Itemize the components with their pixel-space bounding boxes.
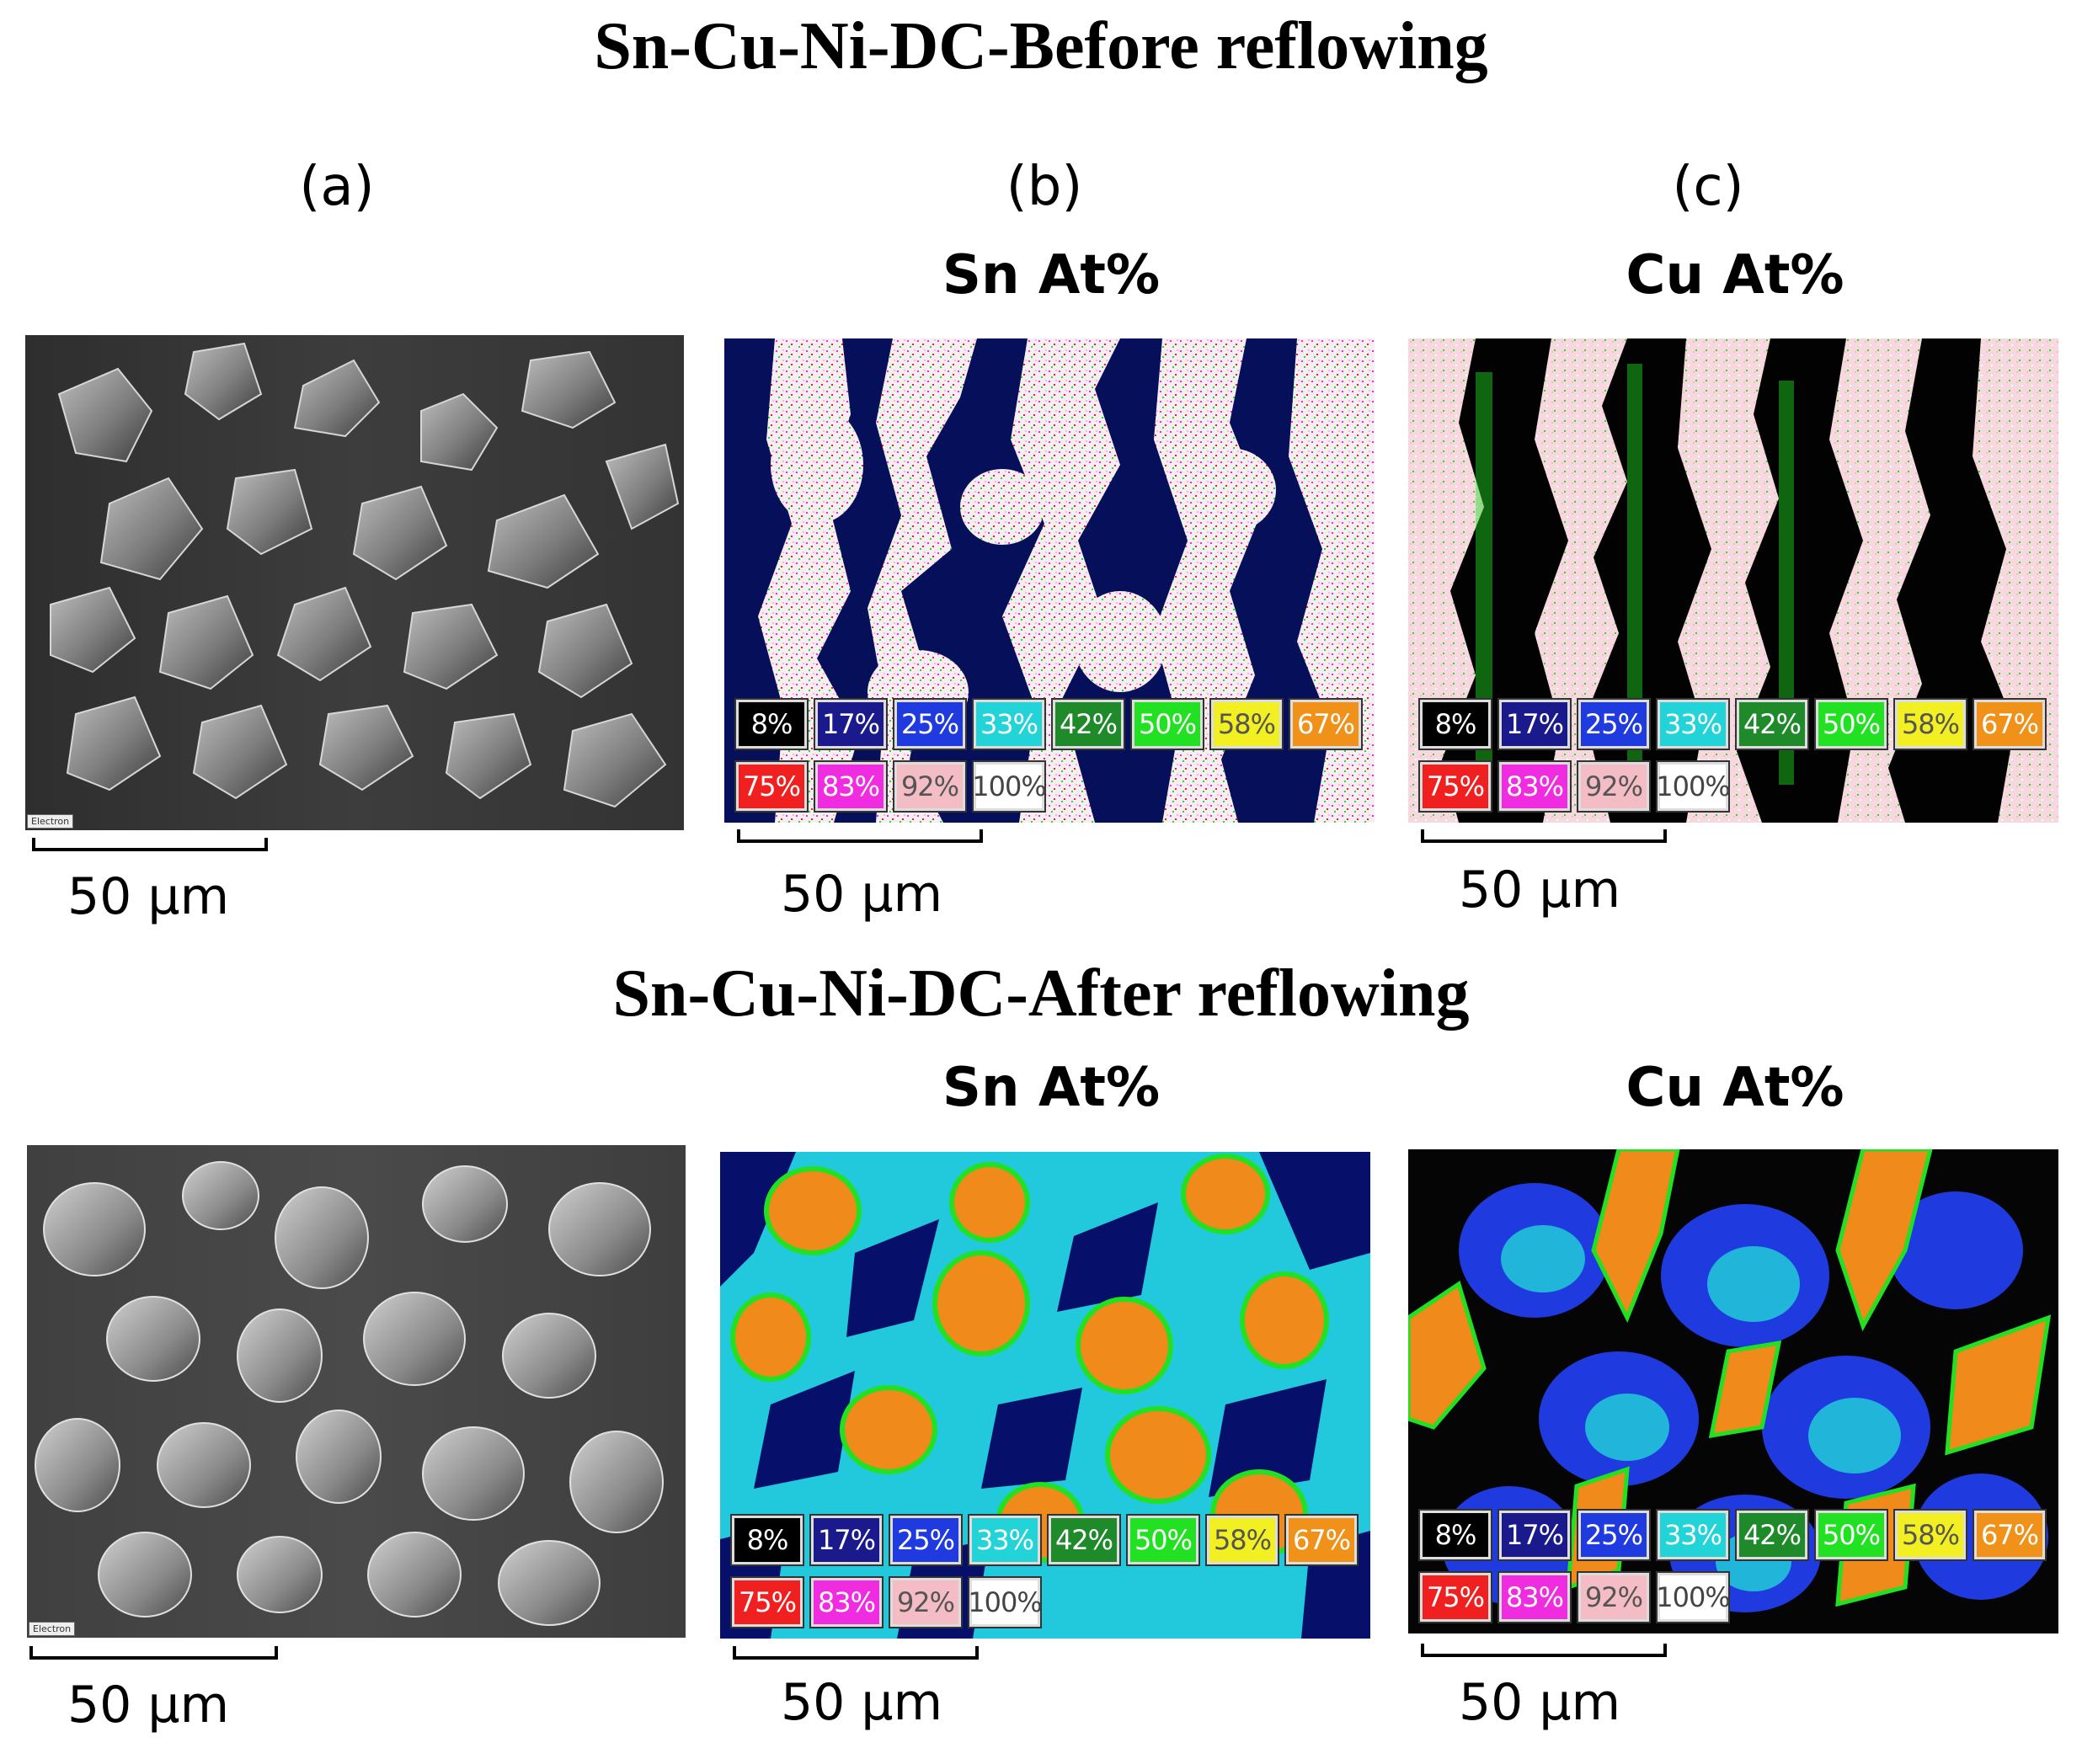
legend-swatch-42pct: 42% [1737,1511,1807,1559]
sem-image-before: Electron [25,335,684,830]
legend-swatch-17pct: 17% [811,1516,882,1564]
legend-swatch-100pct: 100% [1656,762,1731,811]
sem-image-after: Electron [27,1145,686,1638]
cu-map-before: 8% 17% 25% 33% 42% 50% 58% 67% 75% 83% 92% 100% [1408,338,2058,823]
legend-swatch-8pct: 8% [732,1516,803,1564]
legend-swatch-25pct: 25% [890,1516,961,1564]
sem-tag-before: Electron [27,814,74,829]
legend-swatch-67pct: 67% [1286,1516,1357,1564]
cu-legend-after: 8% 17% 25% 33% 42% 50% 58% 67% 75% 83% 92% 100% [1420,1511,2045,1622]
legend-swatch-67pct: 67% [1974,1511,2045,1559]
cu-map-after: 8% 17% 25% 33% 42% 50% 58% 67% 75% 83% 92% 100% [1408,1149,2058,1633]
legend-swatch-58pct: 58% [1211,700,1282,749]
legend-swatch-42pct: 42% [1053,700,1124,749]
legend-swatch-75pct: 75% [1420,762,1491,811]
legend-swatch-50pct: 50% [1128,1516,1198,1564]
legend-swatch-100pct: 100% [972,762,1047,811]
legend-swatch-75pct: 75% [1420,1573,1491,1622]
cu-map-title-before: Cu At% [1626,244,1844,306]
legend-swatch-8pct: 8% [736,700,807,749]
legend-swatch-25pct: 25% [1578,700,1649,749]
legend-swatch-8pct: 8% [1420,700,1491,749]
legend-swatch-92pct: 92% [1578,762,1649,811]
sn-map-title-after: Sn At% [942,1057,1161,1119]
legend-swatch-50pct: 50% [1816,1511,1887,1559]
legend-swatch-92pct: 92% [894,762,965,811]
legend-swatch-75pct: 75% [736,762,807,811]
legend-swatch-50pct: 50% [1816,700,1887,749]
legend-swatch-58pct: 58% [1895,700,1966,749]
sem-particles-before [25,335,684,830]
legend-swatch-83pct: 83% [815,762,886,811]
legend-swatch-67pct: 67% [1974,700,2045,749]
sn-map-before: 8% 17% 25% 33% 42% 50% 58% 67% 75% 83% 92% 100% [724,338,1375,823]
legend-swatch-25pct: 25% [1578,1511,1649,1559]
legend-swatch-83pct: 83% [811,1578,882,1627]
legend-swatch-75pct: 75% [732,1578,803,1627]
sem-tag-after: Electron [29,1622,76,1636]
legend-swatch-100pct: 100% [968,1578,1043,1627]
panel-label-a: (a) [299,156,375,218]
legend-swatch-8pct: 8% [1420,1511,1491,1559]
legend-swatch-58pct: 58% [1895,1511,1966,1559]
legend-swatch-33pct: 33% [969,1516,1040,1564]
legend-swatch-17pct: 17% [815,700,886,749]
legend-swatch-50pct: 50% [1132,700,1203,749]
legend-swatch-58pct: 58% [1207,1516,1278,1564]
legend-swatch-83pct: 83% [1499,1573,1570,1622]
legend-swatch-92pct: 92% [890,1578,961,1627]
legend-swatch-42pct: 42% [1737,700,1807,749]
title-before-reflowing: Sn-Cu-Ni-DC-Before reflowing [594,9,1488,83]
legend-swatch-33pct: 33% [1658,700,1728,749]
cu-legend-before: 8% 17% 25% 33% 42% 50% 58% 67% 75% 83% 92% 100% [1420,700,2045,811]
panel-label-c: (c) [1672,156,1744,218]
title-after-reflowing: Sn-Cu-Ni-DC-After reflowing [612,957,1470,1031]
sn-legend-after: 8% 17% 25% 33% 42% 50% 58% 67% 75% 83% 92% 100% [732,1516,1357,1627]
legend-swatch-25pct: 25% [894,700,965,749]
legend-swatch-67pct: 67% [1290,700,1361,749]
legend-swatch-33pct: 33% [974,700,1044,749]
sn-map-after: 8% 17% 25% 33% 42% 50% 58% 67% 75% 83% 92% 100% [720,1152,1370,1639]
legend-swatch-42pct: 42% [1049,1516,1119,1564]
legend-swatch-83pct: 83% [1499,762,1570,811]
legend-swatch-17pct: 17% [1499,700,1570,749]
legend-swatch-33pct: 33% [1658,1511,1728,1559]
sn-map-title-before: Sn At% [942,244,1161,306]
panel-label-b: (b) [1006,156,1083,218]
cu-map-title-after: Cu At% [1626,1057,1844,1119]
legend-swatch-17pct: 17% [1499,1511,1570,1559]
legend-swatch-100pct: 100% [1656,1573,1731,1622]
sem-particles-after [27,1145,686,1638]
sn-legend-before: 8% 17% 25% 33% 42% 50% 58% 67% 75% 83% 92% 100% [736,700,1361,811]
legend-swatch-92pct: 92% [1578,1573,1649,1622]
